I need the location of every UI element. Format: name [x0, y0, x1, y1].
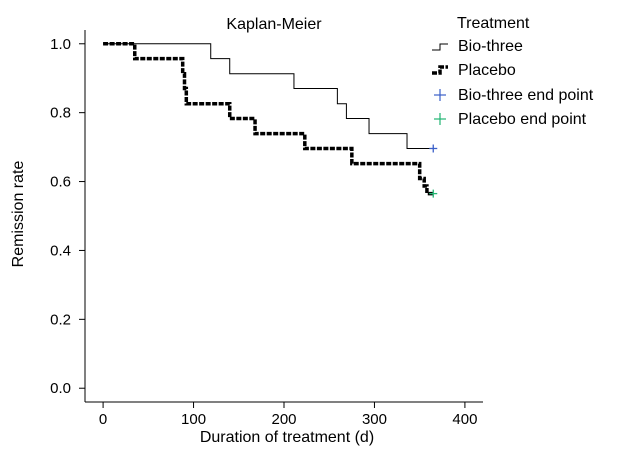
legend-item-bio-three: Bio-three: [432, 38, 523, 55]
bio-three-end-point-marker: [429, 144, 438, 153]
legend-swatch-placebo: [432, 65, 448, 75]
series-line-bio-three: [103, 43, 434, 149]
axes: [84, 30, 483, 403]
placebo-end-point-marker: [429, 189, 438, 198]
legend-label-placebo: Placebo: [458, 62, 516, 79]
y-tick-label: 0.2: [50, 311, 71, 328]
y-tick-label: 0.4: [50, 242, 71, 259]
y-tick-label: 0.6: [50, 174, 71, 191]
y-axis-title: Remission rate: [10, 161, 27, 268]
legend-swatch-bio-three: [432, 43, 448, 51]
legend-item-placebo: Placebo: [432, 62, 516, 79]
series-layer: [103, 42, 434, 196]
x-tick-label: 400: [452, 411, 477, 428]
y-tick-label: 1.0: [50, 36, 71, 53]
ticks: 0 100 200 300 400 0.0 0.2 0.4 0.6 0.8 1.0: [50, 36, 477, 428]
x-axis-title: Duration of treatment (d): [200, 429, 374, 446]
legend-item-placebo-end-point: Placebo end point: [434, 111, 587, 128]
legend-label-bio-three: Bio-three: [458, 38, 523, 55]
legend-marker-placebo-end-point: [434, 113, 446, 125]
legend-item-bio-three-end-point: Bio-three end point: [434, 87, 594, 104]
legend: Treatment Bio-three Placebo Bio-three en…: [432, 15, 594, 128]
x-tick-label: 0: [99, 411, 107, 428]
x-tick-label: 300: [362, 411, 387, 428]
legend-label-placebo-end-point: Placebo end point: [458, 111, 587, 128]
x-tick-label: 100: [181, 411, 206, 428]
y-tick-label: 0.0: [50, 380, 71, 397]
series-line-placebo: [103, 42, 434, 196]
legend-title: Treatment: [457, 15, 530, 32]
chart-title: Kaplan-Meier: [226, 16, 322, 33]
legend-marker-bio-three-end-point: [434, 89, 446, 101]
endpoint-layer: [429, 144, 438, 198]
y-tick-label: 0.8: [50, 105, 71, 122]
x-tick-label: 200: [271, 411, 296, 428]
legend-label-bio-three-end-point: Bio-three end point: [458, 87, 594, 104]
